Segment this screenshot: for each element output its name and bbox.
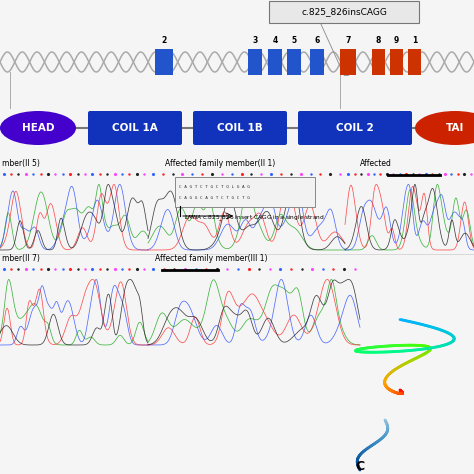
- Text: mber(II 5): mber(II 5): [2, 159, 40, 168]
- Text: COIL 1A: COIL 1A: [112, 123, 158, 133]
- Ellipse shape: [415, 111, 474, 145]
- Text: 4: 4: [273, 36, 278, 45]
- FancyBboxPatch shape: [310, 49, 324, 75]
- Text: C A G G C A G T C T G C T G: C A G G C A G T C T G C T G: [179, 196, 250, 200]
- FancyBboxPatch shape: [390, 49, 403, 75]
- Text: $\it{LMNA}$ c.825_826 insert CAGG in a single strand: $\it{LMNA}$ c.825_826 insert CAGG in a s…: [184, 214, 325, 223]
- Text: COIL 1B: COIL 1B: [217, 123, 263, 133]
- Text: 8: 8: [376, 36, 381, 45]
- Text: Affected family member(II 1): Affected family member(II 1): [165, 159, 275, 168]
- Text: 3: 3: [252, 36, 258, 45]
- FancyBboxPatch shape: [175, 177, 315, 207]
- Text: 9: 9: [394, 36, 399, 45]
- Text: COIL 2: COIL 2: [336, 123, 374, 133]
- FancyBboxPatch shape: [268, 49, 282, 75]
- Text: 6: 6: [314, 36, 319, 45]
- Text: Affected family member(III 1): Affected family member(III 1): [155, 254, 267, 263]
- Text: 1: 1: [412, 36, 417, 45]
- Text: C A G T C T G C T Q L G A G: C A G T C T G C T Q L G A G: [179, 185, 250, 189]
- FancyBboxPatch shape: [88, 111, 182, 145]
- Text: HEAD: HEAD: [22, 123, 54, 133]
- FancyBboxPatch shape: [287, 49, 301, 75]
- Text: c.825_826insCAGG: c.825_826insCAGG: [301, 8, 387, 17]
- FancyBboxPatch shape: [155, 49, 173, 75]
- FancyBboxPatch shape: [269, 1, 419, 23]
- FancyBboxPatch shape: [298, 111, 412, 145]
- Text: 7: 7: [346, 36, 351, 45]
- FancyBboxPatch shape: [372, 49, 385, 75]
- Text: Affected: Affected: [360, 159, 392, 168]
- FancyBboxPatch shape: [408, 49, 421, 75]
- Text: C: C: [355, 460, 364, 473]
- FancyBboxPatch shape: [340, 49, 356, 75]
- Text: TAI: TAI: [446, 123, 464, 133]
- Text: 5: 5: [292, 36, 297, 45]
- Ellipse shape: [0, 111, 76, 145]
- Text: mber(II 7): mber(II 7): [2, 254, 40, 263]
- Text: 2: 2: [161, 36, 167, 45]
- FancyBboxPatch shape: [248, 49, 262, 75]
- FancyBboxPatch shape: [193, 111, 287, 145]
